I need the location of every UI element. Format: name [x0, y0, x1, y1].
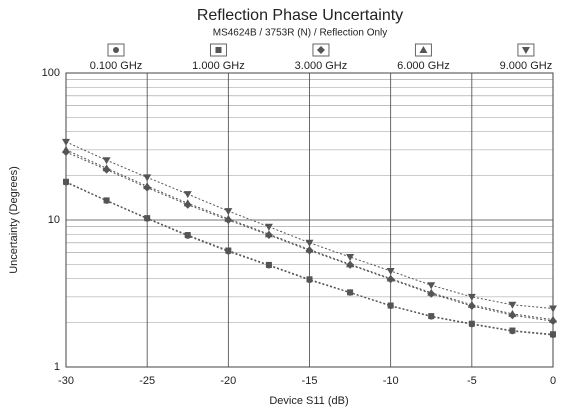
data-point [264, 230, 273, 238]
data-point [387, 302, 394, 309]
data-point [549, 315, 557, 323]
y-tick-label: 1 [54, 361, 60, 373]
data-point [224, 214, 233, 222]
data-point [103, 197, 110, 204]
data-point [346, 260, 355, 268]
data-point [143, 182, 152, 190]
legend-marker [316, 46, 325, 54]
data-point [183, 199, 192, 207]
data-point [62, 138, 70, 146]
data-point [386, 274, 395, 282]
legend-marker [521, 47, 530, 54]
legend-label: 3.000 GHz [295, 60, 348, 72]
y-tick-label: 100 [42, 67, 60, 79]
x-axis-label: Device S11 (dB) [269, 395, 348, 407]
data-point [265, 261, 272, 268]
data-point [184, 232, 191, 239]
data-point [224, 208, 233, 216]
data-point [347, 289, 354, 296]
data-point [183, 191, 192, 199]
legend-label: 9.000 GHz [500, 60, 553, 72]
data-point [467, 300, 476, 308]
data-point [305, 239, 314, 247]
data-point [225, 247, 232, 254]
data-point [467, 293, 476, 301]
data-point [102, 164, 111, 172]
data-point [143, 174, 152, 182]
data-point [427, 282, 436, 290]
chart-subtitle: MS4624B / 3753R (N) / Reflection Only [213, 28, 388, 39]
legend-label: 6.000 GHz [397, 60, 450, 72]
data-point [468, 320, 475, 327]
data-point [428, 313, 435, 320]
x-tick-label: -5 [467, 375, 477, 387]
x-tick-label: -25 [139, 375, 155, 387]
data-point [62, 145, 70, 153]
legend-label: 0.100 GHz [90, 60, 143, 72]
data-point [386, 267, 395, 275]
x-tick-label: -30 [58, 375, 74, 387]
legend-marker [419, 46, 428, 53]
x-tick-label: -10 [383, 375, 399, 387]
data-point [509, 327, 516, 334]
data-point [144, 215, 151, 222]
x-tick-label: 0 [550, 375, 556, 387]
y-tick-label: 10 [48, 214, 60, 226]
data-point [346, 254, 355, 262]
data-point [427, 288, 436, 296]
data-point [550, 331, 556, 338]
data-point [508, 301, 517, 309]
data-point [306, 276, 313, 283]
x-tick-label: -15 [302, 375, 318, 387]
legend-marker [215, 47, 222, 53]
legend-label: 1.000 GHz [192, 60, 245, 72]
data-point [102, 157, 111, 165]
data-point [508, 309, 517, 317]
data-point [549, 305, 557, 313]
data-point [305, 245, 314, 253]
data-point [264, 223, 273, 231]
x-tick-label: -20 [220, 375, 236, 387]
y-axis-label: Uncertainty (Degrees) [8, 166, 20, 274]
data-point [63, 178, 69, 185]
legend-marker [113, 47, 119, 53]
chart-title: Reflection Phase Uncertainty [197, 7, 403, 24]
